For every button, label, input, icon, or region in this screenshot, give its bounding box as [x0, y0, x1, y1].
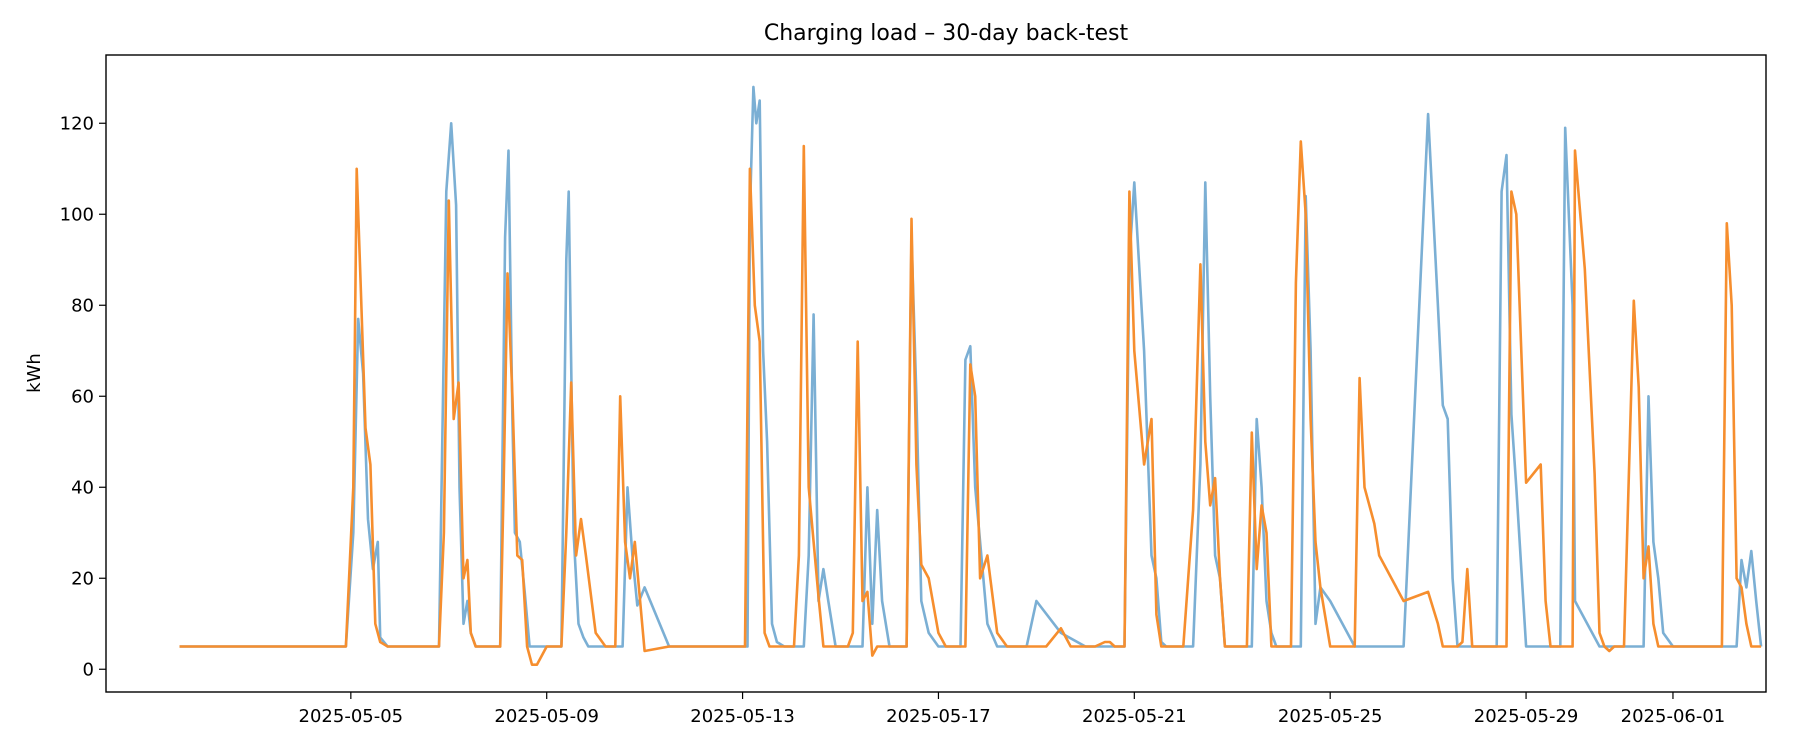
- chart-title: Charging load – 30-day back-test: [764, 21, 1129, 46]
- x-tick-label: 2025-05-13: [690, 706, 795, 727]
- y-axis: 0 20 40 60 80 100 120: [60, 113, 106, 680]
- x-tick-label: 2025-05-21: [1082, 706, 1187, 727]
- x-tick-label: 2025-05-25: [1278, 706, 1383, 727]
- series-line-predicted: [179, 140, 1762, 666]
- x-tick-label: 2025-05-17: [886, 706, 991, 727]
- y-axis-label: kWh: [24, 353, 45, 393]
- y-tick-label: 40: [71, 477, 94, 498]
- series-layer: [179, 85, 1763, 666]
- x-tick-label: 2025-05-05: [299, 706, 404, 727]
- x-tick-label: 2025-05-29: [1474, 706, 1579, 727]
- y-tick-label: 60: [71, 386, 94, 407]
- y-tick-label: 120: [60, 113, 94, 134]
- y-tick-label: 20: [71, 568, 94, 589]
- plot-frame: [105, 54, 1767, 693]
- y-tick-label: 80: [71, 295, 94, 316]
- x-tick-label: 2025-06-01: [1621, 706, 1726, 727]
- y-tick-label: 0: [83, 659, 94, 680]
- x-axis: 2025-05-05 2025-05-09 2025-05-13 2025-05-17…: [299, 692, 1726, 727]
- x-tick-label: 2025-05-09: [494, 706, 599, 727]
- y-tick-label: 100: [60, 204, 94, 225]
